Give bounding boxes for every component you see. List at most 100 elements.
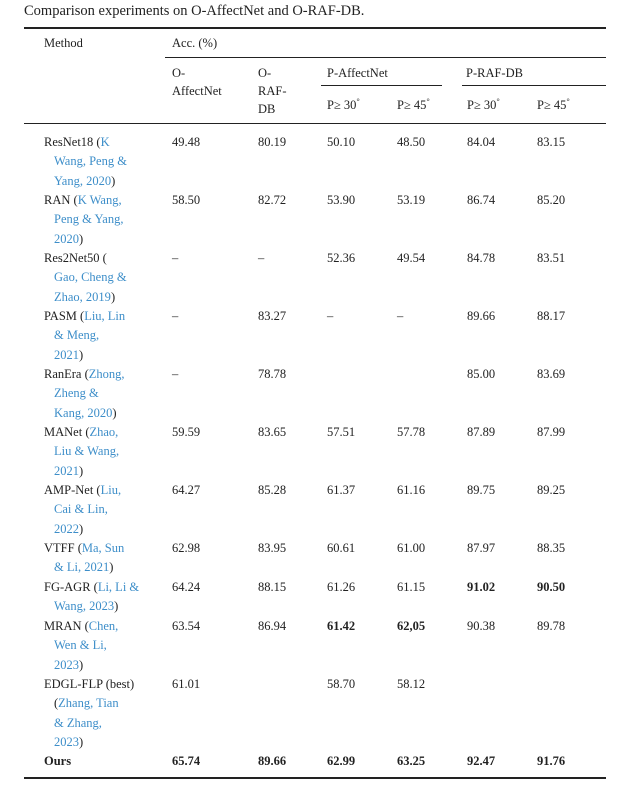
method-name: AMP-Net ( [44, 483, 101, 497]
value-cell: 85.20 [537, 193, 566, 207]
value-cell: 49.48 [172, 135, 201, 149]
value-cell: 53.19 [397, 193, 426, 207]
value-cell: – [172, 309, 179, 323]
citation-link[interactable]: Kang, 2020 [54, 405, 113, 420]
method-cell: Ours [44, 752, 164, 771]
value-cell: 59.59 [172, 425, 201, 439]
value-cell: 89.78 [537, 619, 566, 633]
value-cell: 61.42 [327, 619, 356, 633]
method-cell: EDGL-FLP (best) (Zhang, Tian & Zhang, 2023) [44, 677, 135, 749]
citation-link[interactable]: Peng & Yang, [54, 212, 124, 227]
citation-link[interactable]: & Li, 2021 [54, 560, 110, 575]
value-cell: – [258, 251, 265, 265]
method-name: RAN ( [44, 193, 78, 207]
method-name: PASM ( [44, 309, 85, 323]
value-cell: 88.35 [537, 541, 566, 555]
value-cell: 87.89 [467, 425, 496, 439]
value-cell: 61.26 [327, 580, 356, 594]
method-cell: ResNet18 (K Wang, Peng & Yang, 2020) [44, 135, 127, 188]
citation-link[interactable]: Wang, 2023 [54, 599, 115, 614]
citation-link[interactable]: Zhong, [88, 367, 125, 381]
value-cell: 64.27 [172, 483, 201, 497]
citation-link[interactable]: Gao, Cheng & [54, 270, 127, 285]
citation-link[interactable]: Zheng & [54, 386, 99, 401]
value-cell: 87.97 [467, 541, 496, 555]
citation-link[interactable]: K [100, 135, 110, 149]
value-cell: 89.25 [537, 483, 566, 497]
header-p-affectnet: P-AffectNet [327, 66, 388, 80]
value-cell: 64.24 [172, 580, 201, 594]
citation-link[interactable]: 2020 [54, 231, 79, 246]
value-cell: 83.95 [258, 541, 287, 555]
citation-link[interactable]: 2022 [54, 521, 79, 536]
value-cell: 50.10 [327, 135, 356, 149]
citation-link[interactable]: Zhao, 2019 [54, 289, 111, 304]
citation-link[interactable]: Liu & Wang, [54, 444, 120, 459]
method-name: MANet ( [44, 425, 90, 439]
method-cell: MANet (Zhao, Liu & Wang, 2021) [44, 425, 120, 478]
value-cell: 87.99 [537, 425, 566, 439]
citation-link[interactable]: Ma, Sun [81, 541, 125, 555]
method-name: FG-AGR ( [44, 580, 98, 594]
value-cell: 89.66 [467, 309, 496, 323]
header-pr-p45: P≥ 45° [537, 96, 570, 112]
citation-link[interactable]: K Wang, [77, 193, 122, 207]
value-cell: 61.00 [397, 541, 426, 555]
value-cell: 62.98 [172, 541, 201, 555]
bottom-rule [24, 777, 606, 779]
citation-link[interactable]: 2021 [54, 347, 79, 362]
header-acc: Acc. (%) [172, 36, 218, 50]
citation-link[interactable]: Cai & Lin, [54, 502, 108, 517]
value-cell: 48.50 [397, 135, 426, 149]
value-cell: – [172, 367, 179, 381]
value-cell: 61.16 [397, 483, 426, 497]
citation-link[interactable]: 2023 [54, 657, 79, 672]
method-name: Ours [44, 754, 72, 768]
value-cell: 91.76 [537, 754, 566, 768]
citation-link[interactable]: Wang, Peng & [54, 154, 127, 169]
value-cell: 65.74 [172, 754, 201, 768]
value-cell: 84.78 [467, 251, 496, 265]
citation-link[interactable]: Chen, [88, 619, 119, 633]
citation-link[interactable]: Zhao, [89, 425, 119, 439]
citation-link[interactable]: Liu, [100, 483, 122, 497]
citation-link[interactable]: Li, Li & [97, 580, 140, 594]
value-cell: – [172, 251, 179, 265]
method-name: VTFF ( [44, 541, 82, 555]
citation-link[interactable]: Wen & Li, [54, 638, 107, 653]
value-cell: 80.19 [258, 135, 287, 149]
value-cell: 92.47 [467, 754, 496, 768]
method-name: MRAN ( [44, 619, 89, 633]
header-method: Method [44, 36, 83, 50]
citation-link[interactable]: Liu, Lin [84, 309, 126, 323]
citation-link[interactable]: 2021 [54, 463, 79, 478]
table-caption: Comparison experiments on O-AffectNet an… [24, 3, 365, 19]
value-cell: 58.70 [327, 677, 356, 691]
value-cell: 57.51 [327, 425, 356, 439]
value-cell: 61.01 [172, 677, 201, 691]
citation-link[interactable]: & Meng, [54, 328, 100, 343]
method-name: RanEra ( [44, 367, 89, 381]
acc-rule [165, 57, 606, 58]
citation-link[interactable]: Yang, 2020 [54, 173, 112, 188]
value-cell: 82.72 [258, 193, 287, 207]
method-name: Res2Net50 ( [44, 251, 107, 265]
method-cell: PASM (Liu, Lin & Meng, 2021) [44, 309, 126, 362]
value-cell: 62.99 [327, 754, 356, 768]
value-cell: 57.78 [397, 425, 426, 439]
value-cell: 89.75 [467, 483, 496, 497]
value-cell: 60.61 [327, 541, 356, 555]
value-cell: 52.36 [327, 251, 356, 265]
method-cell: FG-AGR (Li, Li & Wang, 2023) [44, 580, 140, 614]
value-cell: 86.74 [467, 193, 496, 207]
value-cell: 83.27 [258, 309, 287, 323]
citation-link[interactable]: Zhang, Tian [58, 696, 119, 711]
value-cell: 88.17 [537, 309, 566, 323]
p-rafdb-rule [462, 85, 606, 86]
method-cell: AMP-Net (Liu, Cai & Lin, 2022) [44, 483, 122, 536]
value-cell: 61.15 [397, 580, 426, 594]
citation-link[interactable]: & Zhang, [54, 715, 102, 730]
citation-link[interactable]: 2023 [54, 734, 79, 749]
value-cell: 78.78 [258, 367, 287, 381]
value-cell: 90.38 [467, 619, 496, 633]
